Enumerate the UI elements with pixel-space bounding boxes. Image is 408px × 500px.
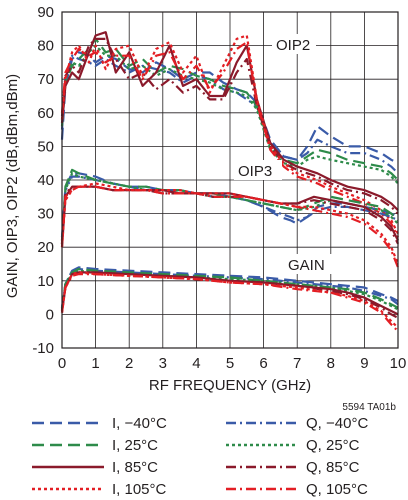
annotation-bg-gain bbox=[284, 254, 332, 274]
legend-label: I, 105°C bbox=[112, 481, 167, 498]
legend-label: Q, 85°C bbox=[306, 459, 360, 476]
x-axis-title: RF FREQUENCY (GHz) bbox=[149, 377, 311, 394]
y-tick-label: 60 bbox=[37, 105, 54, 122]
annotation-gain: GAIN bbox=[288, 257, 325, 274]
x-tick-label: 5 bbox=[226, 355, 234, 372]
series-line-gain-6 bbox=[60, 271, 399, 329]
annotation-oip2: OIP2 bbox=[276, 37, 310, 54]
legend-label: I, 85°C bbox=[112, 459, 158, 476]
series-line-gain-5 bbox=[60, 271, 399, 319]
x-tick-label: 10 bbox=[390, 355, 407, 372]
y-tick-label: 30 bbox=[37, 206, 54, 223]
legend-label: I, 25°C bbox=[112, 437, 158, 454]
y-tick-label: -10 bbox=[32, 340, 54, 357]
series-line-oip2-7 bbox=[60, 41, 399, 238]
y-tick-label: 10 bbox=[37, 273, 54, 290]
series-line-gain-7 bbox=[60, 273, 399, 332]
series-layer bbox=[60, 31, 400, 332]
series-line-oip3-3 bbox=[60, 172, 399, 241]
series-line-gain-3 bbox=[60, 269, 399, 311]
annotation-bg-oip3 bbox=[234, 160, 282, 180]
series-line-oip3-7 bbox=[60, 185, 400, 268]
y-tick-label: 70 bbox=[37, 71, 54, 88]
figure-code: 5594 TA01b bbox=[342, 402, 396, 413]
x-tick-label: 3 bbox=[159, 355, 167, 372]
annotation-bg-oip2 bbox=[272, 34, 316, 54]
y-tick-label: 50 bbox=[37, 138, 54, 155]
legend-label: Q, 105°C bbox=[306, 481, 368, 498]
y-tick-label: 90 bbox=[37, 4, 54, 21]
series-line-oip3-5 bbox=[60, 185, 399, 245]
y-tick-label: 20 bbox=[37, 239, 54, 256]
x-tick-label: 7 bbox=[293, 355, 301, 372]
series-line-oip3-6 bbox=[60, 182, 400, 265]
x-tick-label: 4 bbox=[192, 355, 200, 372]
x-tick-label: 0 bbox=[58, 355, 66, 372]
x-tick-label: 1 bbox=[91, 355, 99, 372]
y-tick-label: 0 bbox=[46, 306, 54, 323]
x-tick-label: 6 bbox=[259, 355, 267, 372]
x-tick-label: 2 bbox=[125, 355, 133, 372]
series-line-oip2-3 bbox=[60, 44, 399, 185]
y-axis-title: GAIN, OIP3, OIP2 (dB,dBm,dBm) bbox=[4, 74, 21, 298]
y-tick-labels: -10 0 10 20 30 40 50 60 70 80 90 bbox=[32, 4, 54, 357]
x-tick-label: 9 bbox=[360, 355, 368, 372]
legend: I, −40°C Q, −40°C I, 25°C Q, 25°C I, 85°C Q, … bbox=[32, 415, 368, 498]
legend-label: I, −40°C bbox=[112, 415, 167, 432]
y-tick-label: 80 bbox=[37, 38, 54, 55]
legend-label: Q, 25°C bbox=[306, 437, 360, 454]
annotation-oip3: OIP3 bbox=[238, 163, 272, 180]
x-tick-labels: 0 1 2 3 4 5 6 7 8 9 10 bbox=[58, 355, 407, 372]
legend-label: Q, −40°C bbox=[306, 415, 368, 432]
series-line-oip2-0 bbox=[60, 51, 399, 165]
plot-frame bbox=[61, 11, 399, 349]
x-tick-label: 8 bbox=[327, 355, 335, 372]
y-tick-label: 40 bbox=[37, 172, 54, 189]
series-line-oip2-4 bbox=[60, 31, 399, 211]
series-line-oip2-1 bbox=[60, 54, 399, 175]
